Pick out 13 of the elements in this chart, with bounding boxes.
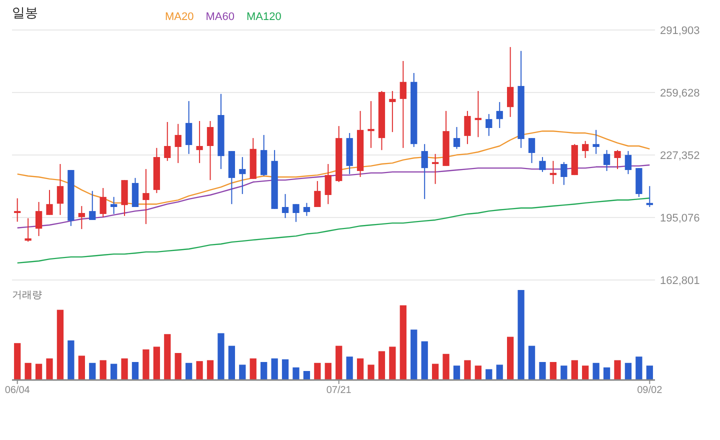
legend: MA120 [246, 11, 282, 23]
ytick: 259,628 [660, 88, 700, 100]
ytick: 162,801 [660, 275, 700, 287]
legend: MA20 [165, 11, 194, 23]
xtick: 09/02 [637, 385, 662, 396]
ytick: 291,903 [660, 25, 700, 37]
ytick: 195,076 [660, 212, 700, 224]
ytick: 227,352 [660, 150, 700, 162]
xtick: 06/04 [4, 385, 30, 396]
legend: MA60 [206, 11, 234, 23]
title: 일봉 [12, 5, 38, 20]
title: 거래량 [12, 290, 42, 301]
xtick: 07/21 [326, 385, 352, 396]
